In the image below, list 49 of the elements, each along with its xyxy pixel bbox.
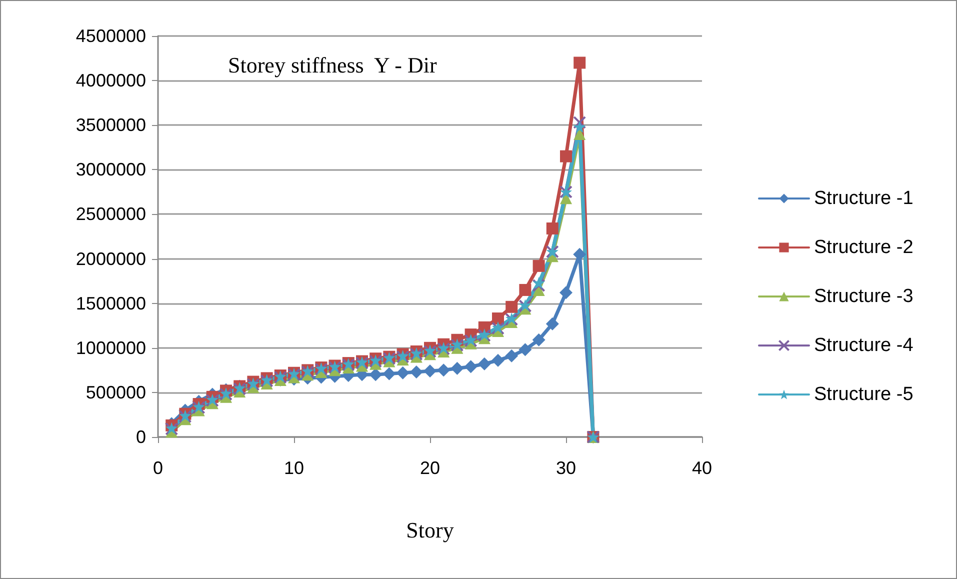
point (505, 349, 518, 362)
point (546, 222, 558, 234)
legend-label: Structure -2 (814, 237, 914, 258)
point (574, 120, 586, 133)
legend-label: Structure -1 (814, 188, 914, 209)
point (492, 312, 504, 324)
point (574, 56, 586, 69)
point (424, 364, 436, 378)
text: Storey stiffness Y - Dir (228, 52, 438, 78)
point (573, 248, 586, 261)
y-tick-label: 1500000 (76, 293, 146, 314)
point (546, 317, 559, 330)
point (410, 365, 423, 378)
point (369, 368, 382, 382)
y-tick-label: 1000000 (76, 338, 146, 358)
y-tick-label: 0 (136, 427, 146, 447)
legend-label: Structure -3 (814, 286, 914, 307)
point (532, 276, 545, 289)
legend-label: Structure -4 (814, 335, 914, 356)
y-tick-label: 3500000 (76, 115, 146, 136)
x-tick-label: 40 (692, 458, 712, 478)
legend-label: Structure -5 (814, 384, 914, 405)
y-tick-label: 2500000 (76, 204, 146, 224)
x-axis-title: Story (406, 518, 454, 542)
point (450, 362, 464, 375)
point (532, 260, 545, 272)
point (519, 284, 532, 296)
point (464, 360, 478, 374)
point (532, 333, 546, 346)
y-tick-label: 4500000 (76, 26, 146, 46)
y-tick-label: 3000000 (76, 160, 146, 180)
x-tick-label: 20 (420, 458, 440, 478)
point (573, 116, 586, 129)
point (437, 364, 450, 377)
x-tick-label: 10 (284, 458, 304, 478)
point (492, 354, 504, 367)
point (560, 150, 572, 162)
y-tick-label: 2000000 (76, 248, 146, 269)
point (396, 366, 410, 380)
y-tick-label: 4000000 (76, 70, 146, 91)
x-tick-label: 30 (556, 458, 576, 478)
point (532, 279, 546, 292)
point (382, 367, 396, 380)
point (506, 300, 518, 313)
point (518, 343, 532, 356)
point (478, 357, 491, 370)
y-tick-label: 500000 (86, 382, 146, 402)
x-tick-label: 0 (152, 458, 164, 478)
point (560, 286, 572, 300)
